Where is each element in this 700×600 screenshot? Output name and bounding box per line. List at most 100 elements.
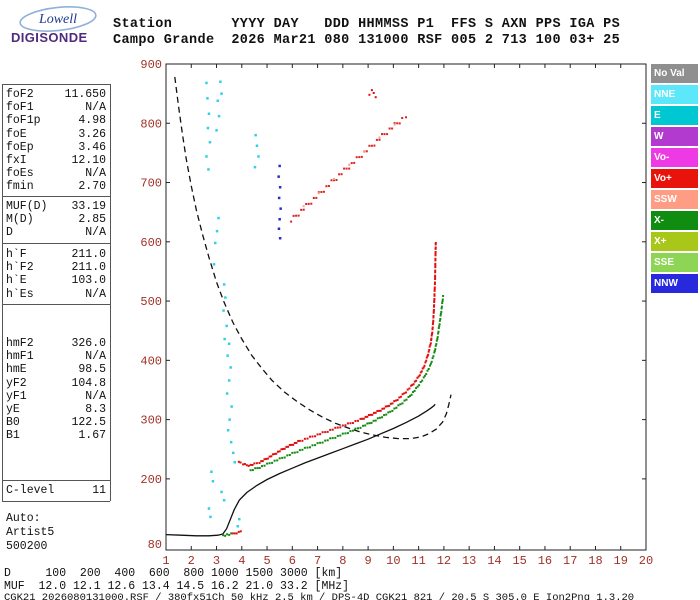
series-o-mode-F-trace: [237, 242, 437, 467]
param-row-yF1: yF1 N/A: [6, 390, 106, 403]
x-axis-tick-label: 16: [538, 554, 552, 568]
param-row-MUF(D): MUF(D) 33.19: [6, 200, 106, 213]
legend-item-ssw: SSW: [651, 190, 698, 209]
series-E-trace-x-mode: [222, 532, 233, 537]
param-label: D: [6, 226, 13, 240]
panel-separator: [2, 196, 110, 197]
param-value: 1.67: [78, 429, 106, 443]
param-label: foE: [6, 127, 27, 141]
param-value: 326.0: [71, 337, 106, 350]
param-row-B0: B0 122.5: [6, 416, 106, 429]
panel-border-left: [2, 84, 3, 501]
param-group: C-level 11: [6, 484, 106, 497]
x-axis-tick-label: 20: [639, 554, 653, 568]
param-label: foEp: [6, 140, 34, 154]
legend-item-nnw: NNW: [651, 274, 698, 293]
series-second-hop-oblique-SSW: [302, 123, 396, 208]
param-label: yE: [6, 402, 20, 416]
panel-separator: [2, 84, 110, 85]
param-value: 211.0: [71, 248, 106, 261]
logo-swoosh: [19, 6, 97, 32]
param-label: h`F2: [6, 261, 34, 275]
status-line: CGK21_2026080131000.RSF / 380fx51Ch 50 k…: [4, 592, 635, 600]
param-row-foE: foE 3.26: [6, 128, 106, 141]
param-label: fxI: [6, 153, 27, 167]
param-value: 11: [92, 484, 106, 497]
param-row-hmF1: hmF1 N/A: [6, 350, 106, 363]
x-axis-tick-label: 12: [437, 554, 451, 568]
param-label: foF2: [6, 88, 34, 101]
param-value: N/A: [85, 287, 106, 301]
param-value: 33.19: [71, 200, 106, 213]
series-spread-echo-cluster: [368, 89, 377, 99]
param-row-h`F: h`F 211.0: [6, 248, 106, 261]
param-row-h`F2: h`F2 211.0: [6, 261, 106, 274]
series-interference-NNE: [205, 80, 260, 528]
param-row-foF2: foF2 11.650: [6, 88, 106, 101]
param-label: hmF2: [6, 337, 34, 350]
param-value: 2.85: [78, 213, 106, 227]
x-axis-tick-label: 1: [162, 554, 169, 568]
param-label: B0: [6, 416, 20, 430]
param-row-foEp: foEp 3.46: [6, 141, 106, 154]
param-label: foF1: [6, 101, 34, 115]
param-value: 104.8: [71, 376, 106, 390]
param-row-yF2: yF2 104.8: [6, 377, 106, 390]
panel-separator: [2, 243, 110, 244]
param-value: 8.3: [85, 402, 106, 416]
param-row-foF1: foF1 N/A: [6, 101, 106, 114]
param-row-D: D N/A: [6, 226, 106, 239]
param-row-foEs: foEs N/A: [6, 167, 106, 180]
param-value: 12.10: [71, 153, 106, 167]
param-value: N/A: [85, 350, 106, 364]
parameter-panel: foF2 11.650 foF1 N/A foF1p 4.98 foE 3.26 foEp 3.4…: [2, 0, 111, 600]
param-row-h`E: h`E 103.0: [6, 274, 106, 287]
ionogram-plot: 1 2 3 4 5 6 7 8 9 10 11 12 13 14 15 16 17 18 19 20900800700…: [140, 58, 653, 568]
legend-item-x+: X+: [651, 232, 698, 251]
header-station-line: Station YYYY DAY DDD HHMMSS P1 FFS S AXN…: [113, 17, 621, 32]
distance-row: D 100 200 400 600 800 1000 1500 3000 [km…: [4, 567, 343, 580]
param-row-hmF2: hmF2 326.0: [6, 337, 106, 350]
muf-row: MUF 12.0 12.1 12.6 13.4 14.5 16.2 21.0 3…: [4, 580, 350, 593]
series-true-height-profile: [165, 403, 436, 537]
param-label: hmE: [6, 363, 27, 377]
param-label: B1: [6, 429, 20, 443]
y-axis-tick-label: 700: [140, 177, 162, 191]
series-second-hop-trace: [290, 116, 407, 223]
x-axis-tick-label: 3: [213, 554, 220, 568]
param-value: 122.5: [71, 416, 106, 430]
y-axis-tick-label: 800: [140, 117, 162, 131]
x-axis-tick-label: 14: [487, 554, 501, 568]
param-row-yE: yE 8.3: [6, 403, 106, 416]
legend-item-x-: X-: [651, 211, 698, 230]
y-axis-tick-label: 400: [140, 354, 162, 368]
series-E-trace-o-mode: [231, 530, 242, 535]
param-row-B1: B1 1.67: [6, 429, 106, 442]
x-axis-tick-label: 15: [512, 554, 526, 568]
param-value: 11.650: [64, 88, 106, 101]
x-axis-tick-label: 2: [188, 554, 195, 568]
panel-separator: [2, 480, 110, 481]
param-value: 211.0: [71, 261, 106, 275]
y-axis-tick-label: 200: [140, 473, 162, 487]
header: Station YYYY DAY DDD HHMMSS P1 FFS S AXN…: [113, 17, 620, 49]
panel-separator: [2, 501, 110, 502]
legend-item-nne: NNE: [651, 85, 698, 104]
y-axis-tick-label: 300: [140, 414, 162, 428]
x-axis-tick-label: 7: [314, 554, 321, 568]
param-value: 4.98: [78, 114, 106, 128]
y-axis-tick-label: 80: [148, 538, 162, 552]
series-transmission-curve-MUF3000: [174, 76, 452, 440]
legend-item-e: E: [651, 106, 698, 125]
logo-digisonde-text: DIGISONDE: [11, 30, 88, 45]
param-label: yF2: [6, 376, 27, 390]
legend-item-vo+: Vo+: [651, 169, 698, 188]
series-interference-NNW: [277, 164, 282, 240]
param-value: 98.5: [78, 363, 106, 377]
x-axis-tick-label: 6: [289, 554, 296, 568]
param-label: h`F: [6, 248, 27, 261]
legend-item-no-val: No Val: [651, 64, 698, 83]
param-label: M(D): [6, 213, 34, 227]
x-axis-tick-label: 19: [614, 554, 628, 568]
